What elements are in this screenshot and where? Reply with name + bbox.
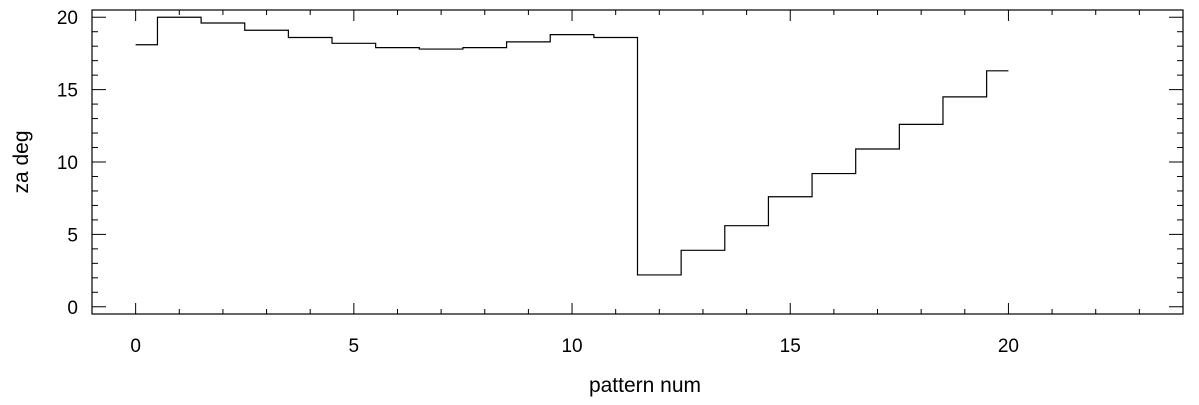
x-axis-title: pattern num xyxy=(589,374,701,397)
series-line xyxy=(135,16,1009,276)
x-tick-label: 5 xyxy=(349,336,360,357)
y-tick-label: 20 xyxy=(57,8,78,29)
x-tick-label: 0 xyxy=(130,336,141,357)
y-tick-label: 15 xyxy=(57,81,78,102)
x-tick-label: 10 xyxy=(561,336,582,357)
axis-ticks xyxy=(91,10,1184,314)
y-tick-label: 10 xyxy=(57,153,78,174)
y-tick-label: 0 xyxy=(67,298,78,319)
y-tick-labels: 0 5 10 15 20 xyxy=(57,8,78,319)
x-tick-label: 20 xyxy=(998,336,1019,357)
y-tick-label: 5 xyxy=(67,225,78,246)
x-tick-label: 15 xyxy=(780,336,801,357)
y-axis-title: za deg xyxy=(10,130,33,193)
x-tick-labels: 0 5 10 15 20 xyxy=(130,336,1019,357)
